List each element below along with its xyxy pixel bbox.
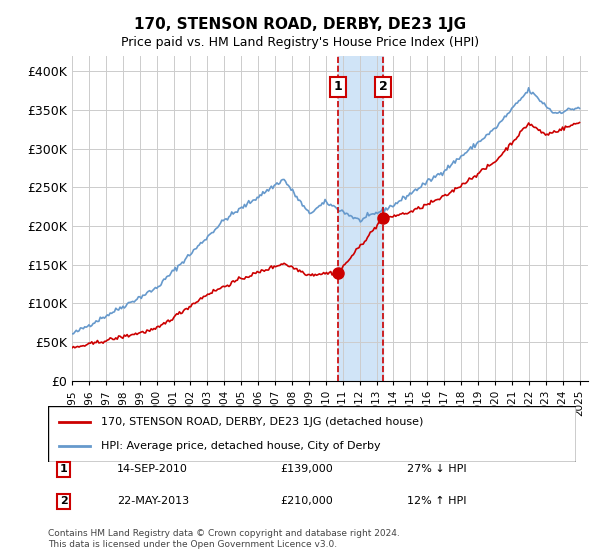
Text: 2: 2 [60,497,68,506]
Text: 170, STENSON ROAD, DERBY, DE23 1JG: 170, STENSON ROAD, DERBY, DE23 1JG [134,17,466,32]
Text: Contains HM Land Registry data © Crown copyright and database right 2024.
This d: Contains HM Land Registry data © Crown c… [48,529,400,549]
Text: £210,000: £210,000 [280,497,333,506]
Text: 1: 1 [334,81,342,94]
Text: £139,000: £139,000 [280,464,333,474]
Text: HPI: Average price, detached house, City of Derby: HPI: Average price, detached house, City… [101,441,380,451]
Text: 12% ↑ HPI: 12% ↑ HPI [407,497,467,506]
Text: 14-SEP-2010: 14-SEP-2010 [116,464,188,474]
Text: Price paid vs. HM Land Registry's House Price Index (HPI): Price paid vs. HM Land Registry's House … [121,36,479,49]
Text: 170, STENSON ROAD, DERBY, DE23 1JG (detached house): 170, STENSON ROAD, DERBY, DE23 1JG (deta… [101,417,423,427]
Text: 27% ↓ HPI: 27% ↓ HPI [407,464,467,474]
FancyBboxPatch shape [48,406,576,462]
Bar [338,56,383,381]
Text: 22-MAY-2013: 22-MAY-2013 [116,497,189,506]
Text: 2: 2 [379,81,388,94]
Text: 1: 1 [60,464,68,474]
